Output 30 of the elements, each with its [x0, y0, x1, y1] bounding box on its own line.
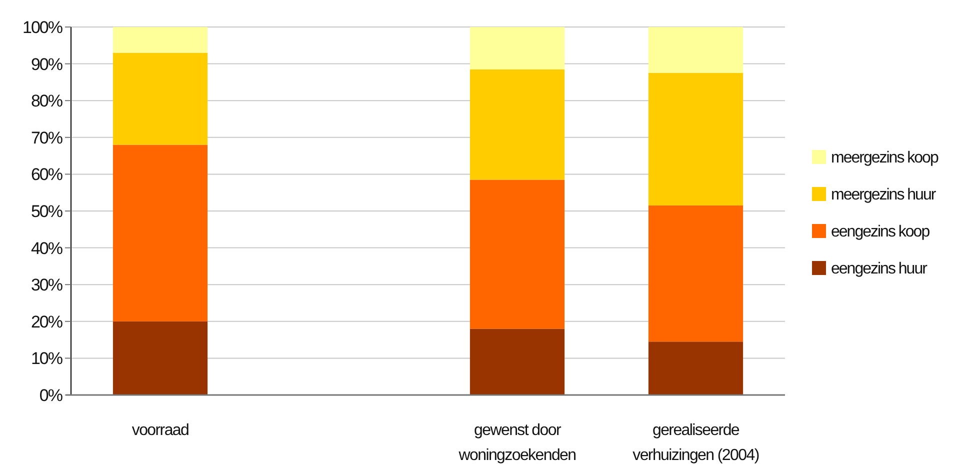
- legend-label: meergezins huur: [831, 186, 937, 204]
- legend-label: meergezins koop: [831, 150, 939, 167]
- y-tick-label: 10%: [30, 349, 63, 368]
- bar: [648, 73, 744, 206]
- y-tick-label: 0%: [39, 386, 63, 405]
- bar: [112, 27, 208, 53]
- y-tick-label: 80%: [30, 92, 63, 111]
- bar: [112, 52, 208, 145]
- bar: [648, 27, 744, 73]
- bar: [470, 69, 565, 180]
- bar: [470, 27, 565, 70]
- bar: [470, 328, 565, 395]
- y-tick-label: 20%: [30, 312, 63, 332]
- legend-label: eengezins koop: [831, 224, 930, 241]
- x-tick-label: gewenst door woningzoekenden: [458, 422, 576, 464]
- y-tick-label: 40%: [30, 238, 63, 258]
- y-tick-label: 90%: [30, 54, 63, 74]
- x-tick-label: voorraad: [132, 422, 189, 439]
- bar: [112, 321, 208, 395]
- y-tick-label: 100%: [22, 18, 63, 37]
- legend-label: eengezins huur: [831, 260, 928, 278]
- bar: [648, 342, 744, 395]
- y-tick-label: 60%: [30, 165, 63, 184]
- bar: [470, 180, 565, 329]
- y-tick-label: 30%: [30, 276, 63, 295]
- bar: [112, 144, 208, 322]
- y-tick-label: 50%: [30, 202, 63, 221]
- y-tick-label: 70%: [30, 128, 63, 148]
- x-tick-label: gerealiseerde verhuizingen (2004): [632, 422, 760, 464]
- bar: [648, 205, 744, 342]
